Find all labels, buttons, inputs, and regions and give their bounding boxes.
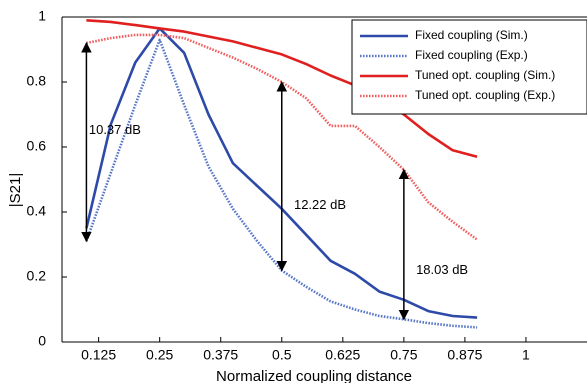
x-tick-label-5: 0.625 (325, 347, 360, 363)
axis-layer: 0 0.2 0.4 0.6 0.8 1 0.125 0.25 0.375 0.5 0.625 0.75… (7, 8, 587, 383)
x-tick-label-4: 0.5 (272, 347, 292, 363)
x-tick-label-8: 1 (522, 347, 530, 363)
annotation-label-2: 12.22 dB (294, 197, 346, 212)
legend: Fixed coupling (Sim.) Fixed coupling (Exp… (351, 19, 587, 115)
x-tick-label-2: 0.25 (146, 347, 173, 363)
y-tick-label-6: 1 (38, 8, 46, 24)
x-tick-label-6: 0.75 (390, 347, 417, 363)
x-tick-label-1: 0.125 (81, 347, 116, 363)
series-line-3 (86, 19, 478, 159)
x-tick-label-3: 0.375 (203, 347, 238, 363)
y-axis-title: |S21| (7, 173, 24, 207)
legend-label-2: Fixed coupling (Exp.) (415, 48, 528, 62)
annotation-label-3: 18.03 dB (416, 262, 468, 277)
y-tick-label-5: 0.8 (27, 73, 47, 89)
legend-label-3: Tuned opt. coupling (Sim.) (415, 68, 555, 82)
y-tick-label-2: 0.2 (27, 268, 47, 284)
annotation-label-1: 10.37 dB (89, 122, 141, 137)
y-tick-label-1: 0 (38, 333, 46, 349)
series-line-4 (86, 33, 478, 241)
x-tick-label-7: 0.875 (447, 347, 482, 363)
y-tick-label-3: 0.4 (27, 203, 47, 219)
y-tick-label-4: 0.6 (27, 138, 47, 154)
legend-label-1: Fixed coupling (Sim.) (415, 28, 528, 42)
legend-label-4: Tuned opt. coupling (Exp.) (415, 88, 555, 102)
annotation-layer: 10.37 dB 12.22 dB 18.03 dB (81, 41, 468, 321)
x-axis-title: Normalized coupling distance (216, 368, 412, 383)
